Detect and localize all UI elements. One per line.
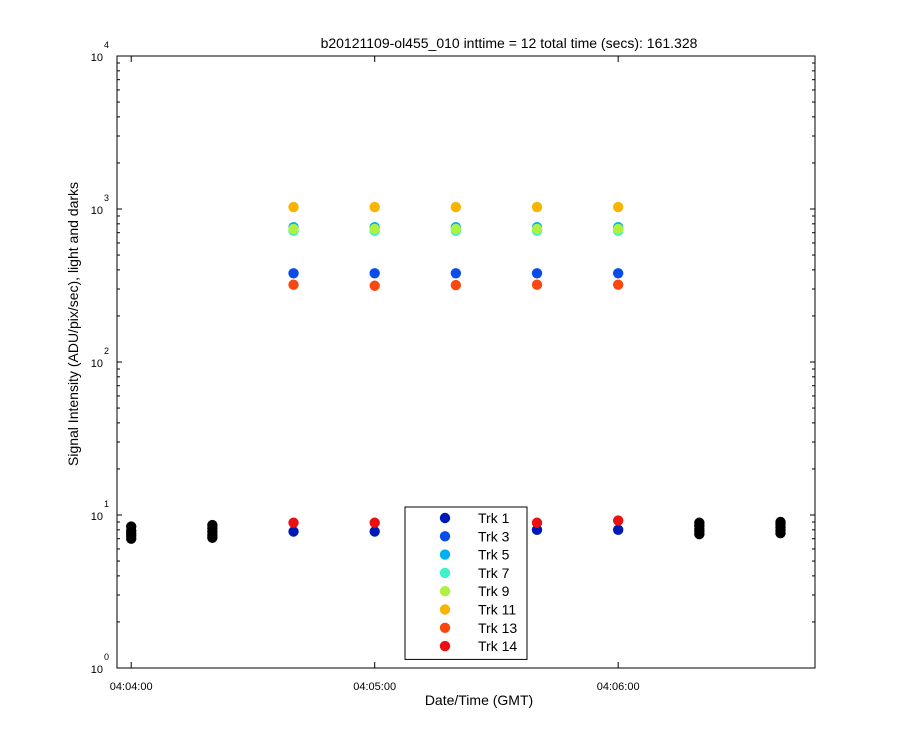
data-point [369, 526, 380, 537]
data-point [288, 201, 299, 213]
data-point [612, 515, 624, 526]
data-point [450, 201, 462, 213]
dark-point [775, 516, 786, 528]
data-point [450, 223, 462, 235]
y-tick-exponent: 4 [104, 40, 109, 50]
data-point [450, 279, 462, 291]
legend-marker [439, 622, 451, 633]
legend-label: Trk 3 [478, 528, 510, 544]
legend-label: Trk 7 [478, 565, 510, 581]
data-point [531, 223, 543, 235]
dark-point [207, 519, 218, 531]
x-tick-label: 04:06:00 [597, 681, 640, 693]
legend-label: Trk 14 [478, 638, 517, 654]
data-point [288, 268, 299, 279]
data-point [369, 201, 380, 213]
data-points [126, 201, 786, 544]
data-point [288, 279, 299, 290]
data-point [531, 201, 543, 213]
dark-point [126, 521, 137, 532]
legend-marker [439, 512, 451, 524]
data-point [531, 279, 543, 290]
legend-box [404, 506, 528, 660]
legend-label: Trk 5 [478, 547, 510, 563]
data-point [288, 223, 299, 235]
data-point [612, 223, 624, 235]
data-point [612, 524, 624, 536]
y-axis-label: Signal Intensity (ADU/pix/sec), light an… [65, 182, 81, 466]
data-point [531, 268, 543, 279]
y-tick-label: 10 [91, 664, 103, 676]
x-axis-label: Date/Time (GMT) [425, 692, 533, 708]
data-point [612, 279, 624, 290]
dark-point [694, 517, 705, 528]
y-tick-exponent: 1 [104, 499, 109, 509]
data-point [369, 268, 380, 279]
y-tick-exponent: 0 [104, 652, 109, 662]
legend-marker [439, 640, 451, 652]
y-tick-exponent: 2 [104, 346, 109, 356]
legend-marker [439, 604, 451, 615]
chart-title: b20121109-ol455_010 inttime = 12 total t… [321, 35, 698, 51]
y-tick-label: 10 [91, 358, 103, 370]
legend-label: Trk 13 [478, 620, 517, 636]
y-tick-label: 10 [91, 511, 103, 523]
data-point [369, 223, 380, 235]
x-tick-label: 04:05:00 [353, 681, 396, 693]
data-point [288, 526, 299, 537]
data-point [369, 517, 380, 528]
data-point [369, 280, 380, 291]
legend-label: Trk 11 [478, 602, 516, 618]
data-point [450, 268, 462, 279]
data-point [531, 517, 543, 528]
legend: Trk 1 Trk 3 Trk 5 Trk 7 Trk 9 Trk 11 Trk 13 Trk… [404, 506, 528, 660]
y-tick-exponent: 3 [104, 193, 109, 203]
y-tick-label: 10 [91, 205, 103, 217]
legend-marker [439, 549, 451, 560]
legend-marker [439, 531, 451, 542]
legend-marker [439, 567, 451, 579]
legend-label: Trk 9 [478, 583, 510, 599]
y-tick-label: 10 [91, 52, 103, 64]
legend-label: Trk 1 [478, 510, 510, 526]
x-axis: 04:04:00 04:05:00 04:06:00 [110, 56, 640, 693]
x-tick-label: 04:04:00 [110, 681, 153, 693]
data-point [612, 268, 624, 279]
legend-marker [439, 586, 451, 597]
data-point [612, 201, 624, 213]
data-point [288, 517, 299, 528]
